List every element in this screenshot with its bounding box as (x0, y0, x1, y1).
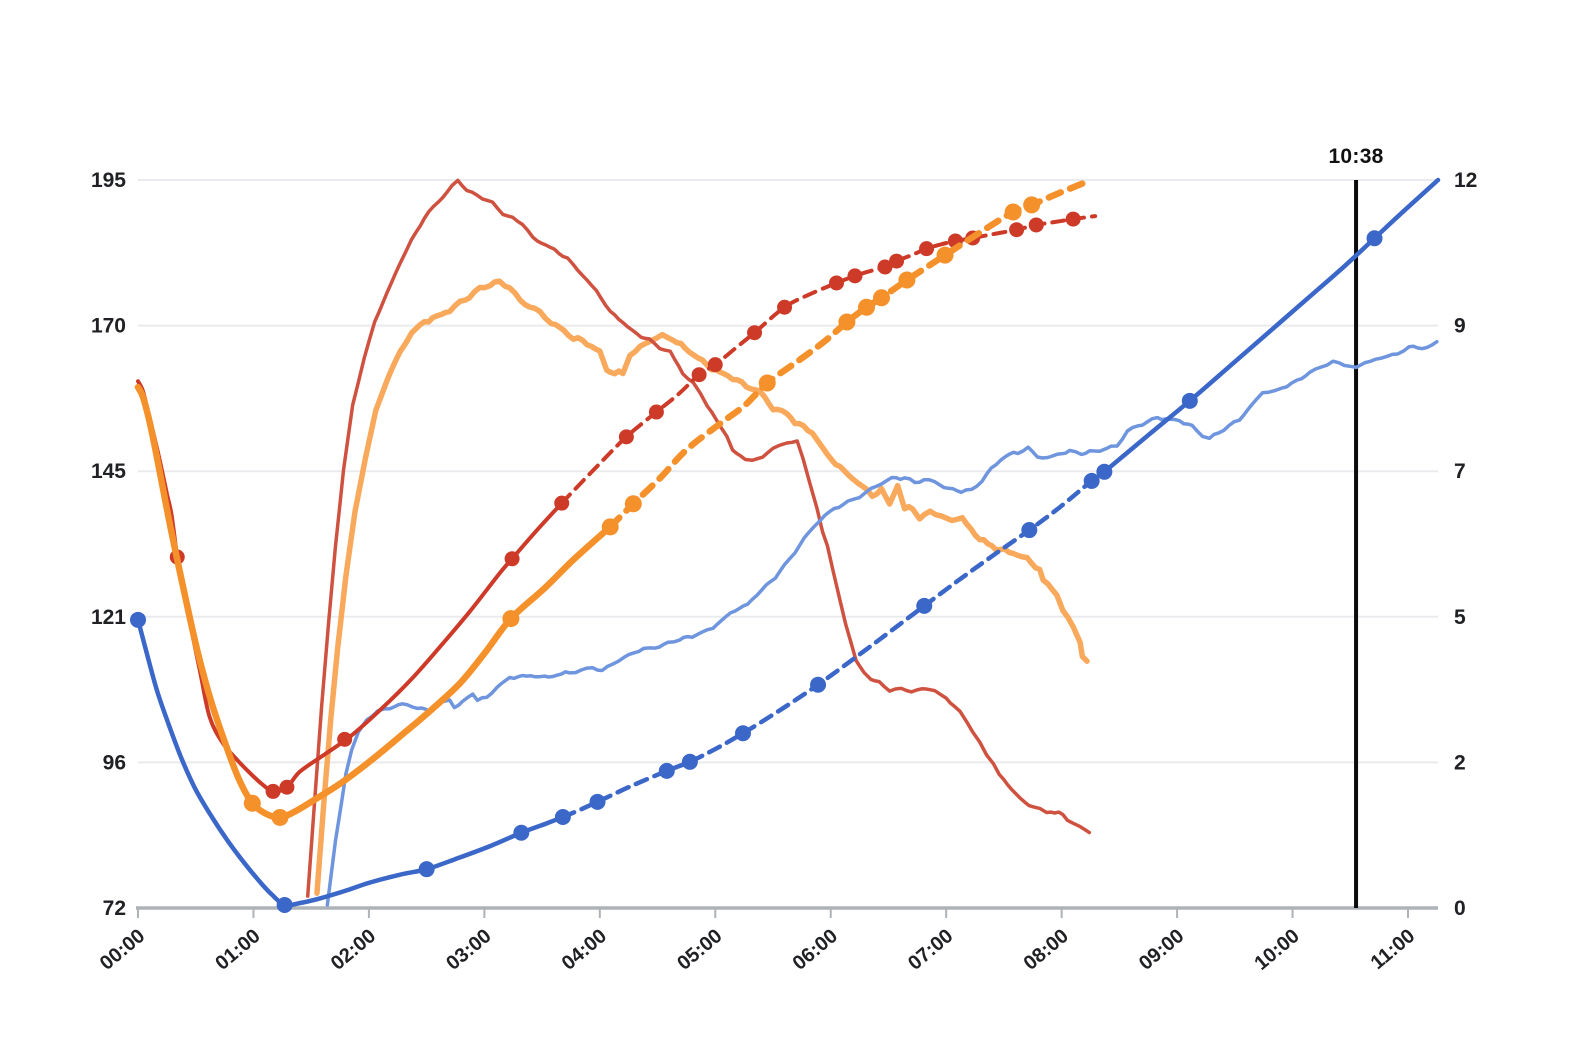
annotation-time-label: 10:38 (1328, 145, 1384, 168)
x-axis-label: 01:00 (211, 925, 264, 975)
red-smooth-predicted-marker (648, 404, 664, 420)
orange-smooth-predicted-marker (271, 808, 289, 826)
x-axis-label: 03:00 (442, 925, 495, 975)
blue-smooth-predicted-marker (916, 597, 933, 614)
orange-smooth-predicted-marker (858, 298, 876, 316)
red-smooth-predicted-marker (777, 299, 793, 315)
orange-smooth-predicted-marker (243, 794, 261, 812)
x-axis-label: 00:00 (96, 925, 149, 975)
blue-smooth-predicted-marker (589, 793, 606, 810)
x-axis-label: 04:00 (558, 925, 611, 975)
orange-smooth-predicted-marker (1023, 196, 1041, 214)
orange-smooth-predicted-marker (1004, 203, 1022, 221)
red-smooth-predicted-marker (877, 259, 893, 275)
y-axis-right-label: 9 (1454, 315, 1466, 338)
x-axis-label: 07:00 (904, 925, 957, 975)
y-axis-right-label: 2 (1454, 751, 1466, 774)
y-axis-left-label: 195 (91, 169, 126, 192)
y-axis-left-label: 170 (91, 315, 126, 338)
orange-smooth-predicted-marker (502, 610, 520, 628)
orange-smooth-predicted-marker (601, 518, 619, 536)
blue-smooth-predicted-marker (681, 753, 698, 770)
y-axis-left-label: 145 (91, 460, 126, 483)
blue-smooth-predicted-marker (810, 676, 827, 693)
red-smooth-predicted-marker (707, 357, 723, 373)
red-smooth-predicted-marker (1065, 211, 1081, 227)
red-smooth-predicted-marker (554, 495, 570, 511)
red-smooth-predicted-marker (747, 325, 763, 341)
y-axis-right-label: 12 (1454, 169, 1477, 192)
blue-smooth-predicted-marker (1181, 392, 1198, 409)
blue-smooth-predicted-marker (418, 861, 435, 878)
y-axis-right-label: 5 (1454, 606, 1466, 629)
x-axis-label: 10:00 (1250, 925, 1303, 975)
red-smooth-predicted-dashed-segment (559, 214, 1098, 506)
blue-smooth-predicted-marker (1366, 230, 1383, 247)
red-smooth-predicted-marker (829, 275, 845, 291)
x-axis-label: 06:00 (789, 925, 842, 975)
orange-smooth-predicted-marker (898, 271, 916, 289)
y-axis-right-label: 7 (1454, 460, 1466, 483)
y-axis-right-label: 0 (1454, 897, 1466, 920)
orange-smooth-predicted-marker (873, 289, 891, 307)
blue-smooth-predicted-marker (276, 896, 293, 913)
red-smooth-predicted-marker (504, 551, 520, 567)
red-smooth-predicted-marker (919, 241, 935, 257)
blue-smooth-predicted-solid-segment (1102, 177, 1441, 475)
blue-smooth-predicted-dashed-segment (542, 469, 1107, 827)
red-smooth-predicted-marker (337, 731, 353, 747)
blue-noisy-measured-line (325, 339, 1439, 907)
red-smooth-predicted-marker (265, 783, 281, 799)
x-axis-label: 02:00 (327, 925, 380, 975)
red-smooth-predicted-solid-segment (136, 379, 564, 794)
red-smooth-predicted-marker (889, 253, 905, 269)
red-noisy-measured-line (305, 178, 1092, 898)
red-smooth-predicted-marker (279, 779, 295, 795)
red-smooth-predicted-marker (847, 268, 863, 284)
blue-smooth-predicted-marker (554, 809, 571, 825)
orange-smooth-predicted-marker (624, 495, 642, 513)
orange-smooth-predicted-marker (936, 246, 954, 264)
y-axis-left-label: 121 (91, 606, 126, 629)
x-axis-label: 05:00 (673, 925, 726, 975)
blue-smooth-predicted-marker (1021, 522, 1038, 539)
orange-smooth-predicted-solid-segment (134, 383, 614, 821)
blue-smooth-predicted-marker (1083, 472, 1100, 489)
x-axis-label: 11:00 (1367, 925, 1419, 974)
red-smooth-predicted-marker (1028, 217, 1044, 233)
red-smooth-predicted-marker (618, 429, 634, 445)
red-smooth-predicted-marker (691, 367, 707, 383)
orange-smooth-predicted-marker (838, 313, 856, 331)
blue-smooth-predicted-marker (658, 762, 675, 779)
blue-smooth-predicted-marker (1096, 463, 1113, 480)
x-axis-label: 09:00 (1135, 925, 1188, 975)
y-axis-left-label: 96 (103, 751, 126, 774)
blue-smooth-predicted-marker (130, 611, 146, 628)
blue-smooth-predicted-marker (734, 725, 751, 742)
x-axis-label: 08:00 (1020, 925, 1073, 975)
blue-smooth-predicted-marker (513, 824, 530, 841)
red-smooth-predicted-marker (1009, 222, 1025, 238)
y-axis-left-label: 72 (103, 897, 126, 920)
orange-smooth-predicted-marker (758, 374, 776, 392)
